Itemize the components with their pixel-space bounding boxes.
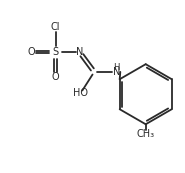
Text: O: O (28, 47, 35, 57)
Text: H: H (113, 63, 120, 72)
Text: HO: HO (73, 88, 88, 98)
Text: S: S (53, 47, 59, 57)
Text: O: O (52, 72, 59, 82)
Text: Cl: Cl (51, 22, 60, 32)
Text: CH₃: CH₃ (137, 129, 155, 139)
Text: N: N (76, 47, 83, 57)
Text: N: N (113, 67, 120, 77)
